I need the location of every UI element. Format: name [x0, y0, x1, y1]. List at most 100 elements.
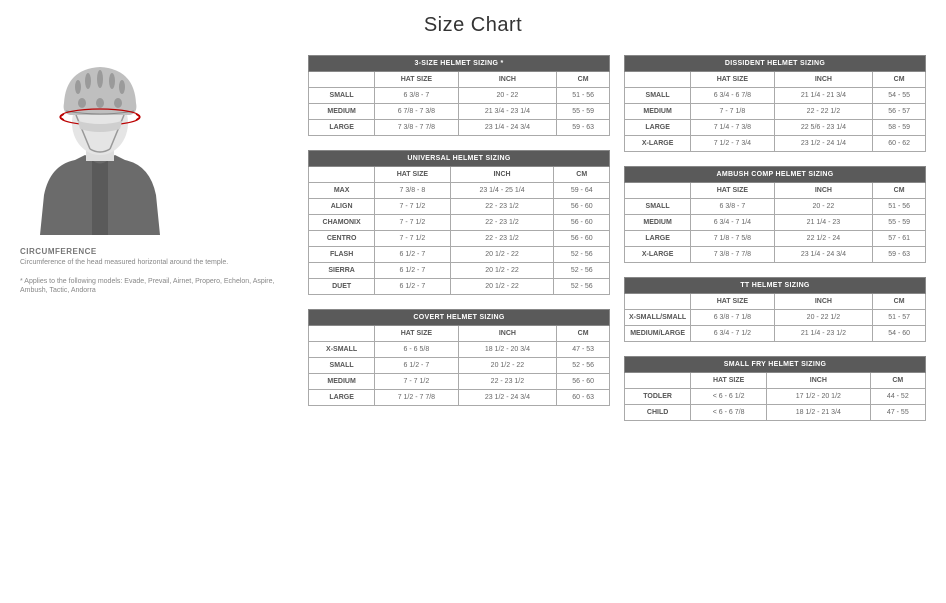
table-col-header: CM [873, 183, 926, 199]
cell-hat-size: 6 1/2 - 7 [375, 358, 458, 374]
table-col-header: CM [870, 373, 925, 389]
table-row: SMALL6 1/2 - 720 1/2 - 2252 - 56 [309, 358, 610, 374]
cell-inch: 23 1/4 - 25 1/4 [450, 183, 554, 199]
cell-hat-size: < 6 - 6 1/2 [691, 389, 767, 405]
row-label: MEDIUM [625, 215, 691, 231]
cell-cm: 58 - 59 [873, 120, 926, 136]
table-row: SIERRA6 1/2 - 720 1/2 - 2252 - 56 [309, 263, 610, 279]
row-label: LARGE [309, 390, 375, 406]
table-row: SMALL6 3/4 - 6 7/821 1/4 - 21 3/454 - 55 [625, 88, 926, 104]
cell-cm: 55 - 59 [873, 215, 926, 231]
cell-hat-size: 6 1/2 - 7 [375, 279, 450, 295]
row-label: X-LARGE [625, 136, 691, 152]
cell-hat-size: 6 3/4 - 7 1/4 [691, 215, 774, 231]
page-title: Size Chart [0, 14, 946, 37]
table-col-header: HAT SIZE [375, 326, 458, 342]
table-col-blank [309, 167, 375, 183]
cell-inch: 21 1/4 - 23 1/2 [774, 326, 873, 342]
row-label: LARGE [625, 120, 691, 136]
table-row: LARGE7 1/4 - 7 3/822 5/6 - 23 1/458 - 59 [625, 120, 926, 136]
cell-hat-size: 6 3/4 - 7 1/2 [691, 326, 774, 342]
table-col-header: HAT SIZE [691, 183, 774, 199]
cell-cm: 52 - 56 [554, 247, 610, 263]
cell-inch: 21 1/4 - 23 [774, 215, 873, 231]
table-row: DUET6 1/2 - 720 1/2 - 2252 - 56 [309, 279, 610, 295]
cell-inch: 17 1/2 - 20 1/2 [767, 389, 871, 405]
table-row: CHILD< 6 - 6 7/818 1/2 - 21 3/447 - 55 [625, 405, 926, 421]
cell-hat-size: 7 1/4 - 7 3/8 [691, 120, 774, 136]
cell-hat-size: 6 3/8 - 7 [375, 88, 458, 104]
cell-inch: 21 1/4 - 21 3/4 [774, 88, 873, 104]
table-title: COVERT HELMET SIZING [309, 310, 610, 326]
row-label: LARGE [309, 120, 375, 136]
table-col-header: HAT SIZE [375, 167, 450, 183]
cell-inch: 23 1/2 - 24 3/4 [458, 390, 557, 406]
tables-column-2: DISSIDENT HELMET SIZINGHAT SIZEINCHCMSMA… [624, 55, 926, 421]
main-container: CIRCUMFERENCE Circumference of the head … [0, 55, 946, 421]
table-title: DISSIDENT HELMET SIZING [625, 56, 926, 72]
cell-cm: 47 - 55 [870, 405, 925, 421]
cell-hat-size: 7 3/8 - 8 [375, 183, 450, 199]
row-label: CHILD [625, 405, 691, 421]
table-row: LARGE7 1/2 - 7 7/823 1/2 - 24 3/460 - 63 [309, 390, 610, 406]
cell-cm: 52 - 56 [554, 263, 610, 279]
head-circumference-diagram [20, 55, 180, 235]
cell-hat-size: 6 3/8 - 7 1/8 [691, 310, 774, 326]
row-label: X-LARGE [625, 247, 691, 263]
table-col-blank [625, 183, 691, 199]
cell-cm: 44 - 52 [870, 389, 925, 405]
table-col-header: INCH [458, 72, 557, 88]
cell-inch: 22 1/2 - 24 [774, 231, 873, 247]
table-row: ALIGN7 - 7 1/222 - 23 1/256 - 60 [309, 199, 610, 215]
cell-inch: 18 1/2 - 20 3/4 [458, 342, 557, 358]
table-title: SMALL FRY HELMET SIZING [625, 357, 926, 373]
cell-cm: 59 - 63 [873, 247, 926, 263]
cell-inch: 20 - 22 [458, 88, 557, 104]
cell-cm: 56 - 60 [554, 215, 610, 231]
table-col-header: HAT SIZE [691, 373, 767, 389]
cell-inch: 21 3/4 - 23 1/4 [458, 104, 557, 120]
cell-inch: 23 1/2 - 24 1/4 [774, 136, 873, 152]
table-title: 3-SIZE HELMET SIZING * [309, 56, 610, 72]
table-row: MEDIUM/LARGE6 3/4 - 7 1/221 1/4 - 23 1/2… [625, 326, 926, 342]
table-col-blank [625, 373, 691, 389]
table-col-header: INCH [774, 183, 873, 199]
cell-cm: 57 - 61 [873, 231, 926, 247]
row-label: X-SMALL/SMALL [625, 310, 691, 326]
table-row: CENTRO7 - 7 1/222 - 23 1/256 - 60 [309, 231, 610, 247]
table-row: X-LARGE7 1/2 - 7 3/423 1/2 - 24 1/460 - … [625, 136, 926, 152]
cell-cm: 52 - 56 [554, 279, 610, 295]
table-row: X-SMALL6 - 6 5/818 1/2 - 20 3/447 - 53 [309, 342, 610, 358]
cell-cm: 54 - 60 [873, 326, 926, 342]
cell-inch: 23 1/4 - 24 3/4 [458, 120, 557, 136]
row-label: MEDIUM [309, 104, 375, 120]
table-col-header: INCH [450, 167, 554, 183]
table-row: MEDIUM6 7/8 - 7 3/821 3/4 - 23 1/455 - 5… [309, 104, 610, 120]
table-dissident: DISSIDENT HELMET SIZINGHAT SIZEINCHCMSMA… [624, 55, 926, 152]
cell-inch: 22 - 23 1/2 [458, 374, 557, 390]
table-title: AMBUSH COMP HELMET SIZING [625, 167, 926, 183]
table-tt: TT HELMET SIZINGHAT SIZEINCHCMX-SMALL/SM… [624, 277, 926, 342]
cell-cm: 56 - 60 [554, 231, 610, 247]
cell-hat-size: 7 - 7 1/2 [375, 374, 458, 390]
table-row: MEDIUM6 3/4 - 7 1/421 1/4 - 2355 - 59 [625, 215, 926, 231]
table-row: SMALL6 3/8 - 720 - 2251 - 56 [309, 88, 610, 104]
table-col-header: CM [557, 72, 610, 88]
row-label: SIERRA [309, 263, 375, 279]
table-row: X-SMALL/SMALL6 3/8 - 7 1/820 - 22 1/251 … [625, 310, 926, 326]
row-label: MAX [309, 183, 375, 199]
table-col-header: CM [873, 294, 926, 310]
cell-hat-size: 7 3/8 - 7 7/8 [691, 247, 774, 263]
table-universal: UNIVERSAL HELMET SIZINGHAT SIZEINCHCMMAX… [308, 150, 610, 295]
circumference-desc: Circumference of the head measured horiz… [20, 258, 290, 267]
cell-cm: 51 - 57 [873, 310, 926, 326]
circumference-label: CIRCUMFERENCE [20, 247, 290, 256]
table-col-header: CM [554, 167, 610, 183]
row-label: SMALL [625, 199, 691, 215]
cell-inch: 22 5/6 - 23 1/4 [774, 120, 873, 136]
cell-cm: 55 - 59 [557, 104, 610, 120]
row-label: FLASH [309, 247, 375, 263]
cell-inch: 20 1/2 - 22 [458, 358, 557, 374]
tables-column-1: 3-SIZE HELMET SIZING *HAT SIZEINCHCMSMAL… [308, 55, 610, 421]
table-col-header: INCH [774, 72, 873, 88]
